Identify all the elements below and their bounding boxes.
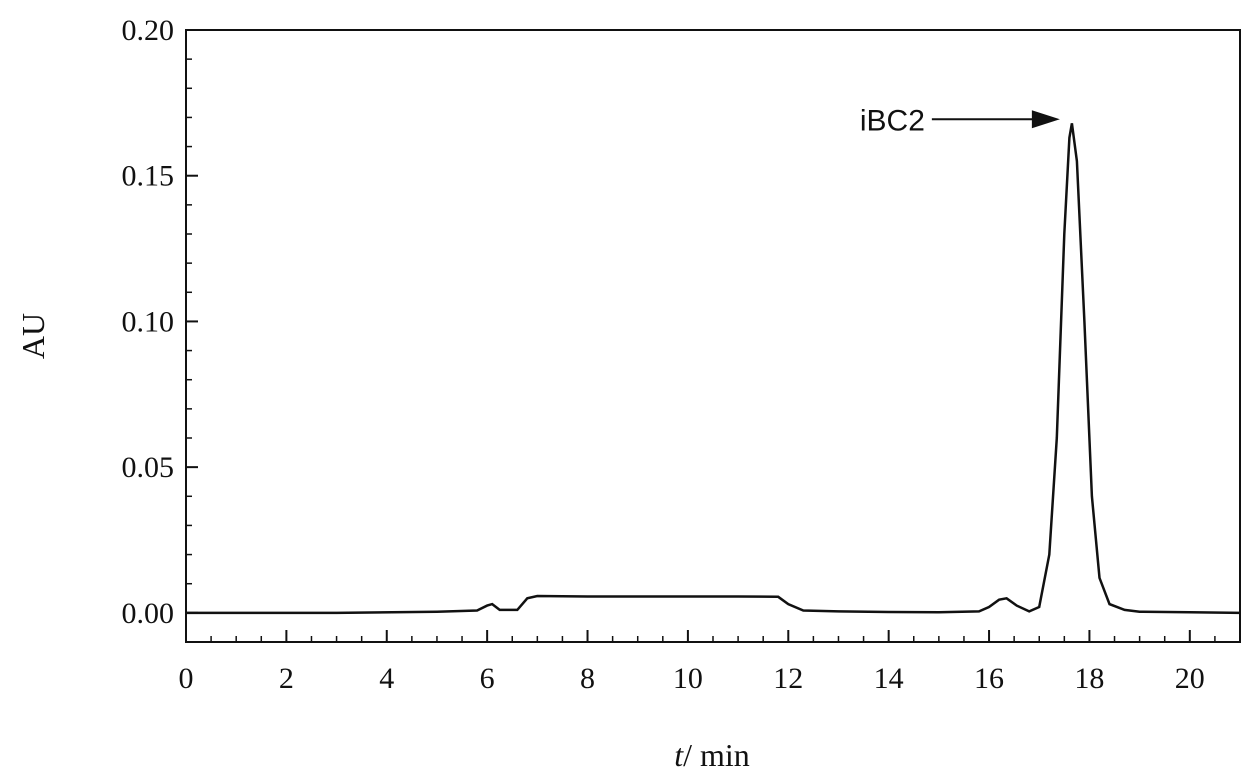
x-tick-label: 20: [1175, 662, 1205, 695]
y-tick-label: 0.10: [122, 305, 175, 338]
peak-arrow-head: [1031, 110, 1060, 129]
y-axis-ticks: 0.00 0.05 0.10 0.15 0.20: [122, 14, 198, 630]
x-tick-label: 12: [773, 662, 803, 695]
plot-frame: [185, 29, 1241, 643]
x-axis-title-unit: / min: [683, 737, 750, 773]
y-tick-label: 0.05: [122, 451, 175, 484]
y-axis-title: AU: [15, 313, 51, 359]
x-tick-label: 10: [673, 662, 703, 695]
x-axis-title: t/ min: [674, 737, 750, 773]
x-tick-label: 14: [874, 662, 904, 695]
peak-label: iBC2: [860, 104, 925, 137]
x-axis-ticks: 0 2 4 6 8 10 12 14 16 18 20: [179, 630, 1241, 695]
series-line: [186, 123, 1241, 615]
y-tick-label: 0.15: [122, 160, 175, 193]
y-tick-label: 0.00: [122, 597, 175, 630]
x-tick-label: 2: [279, 662, 294, 695]
x-tick-label: 6: [480, 662, 495, 695]
x-axis-title-italic: t: [674, 737, 684, 773]
annotations: iBC2: [860, 104, 1060, 137]
x-tick-label: 16: [974, 662, 1004, 695]
x-tick-label: 4: [379, 662, 394, 695]
x-tick-label: 0: [179, 662, 194, 695]
x-tick-label: 8: [580, 662, 595, 695]
x-tick-label: 18: [1074, 662, 1104, 695]
y-tick-label: 0.20: [122, 14, 175, 47]
